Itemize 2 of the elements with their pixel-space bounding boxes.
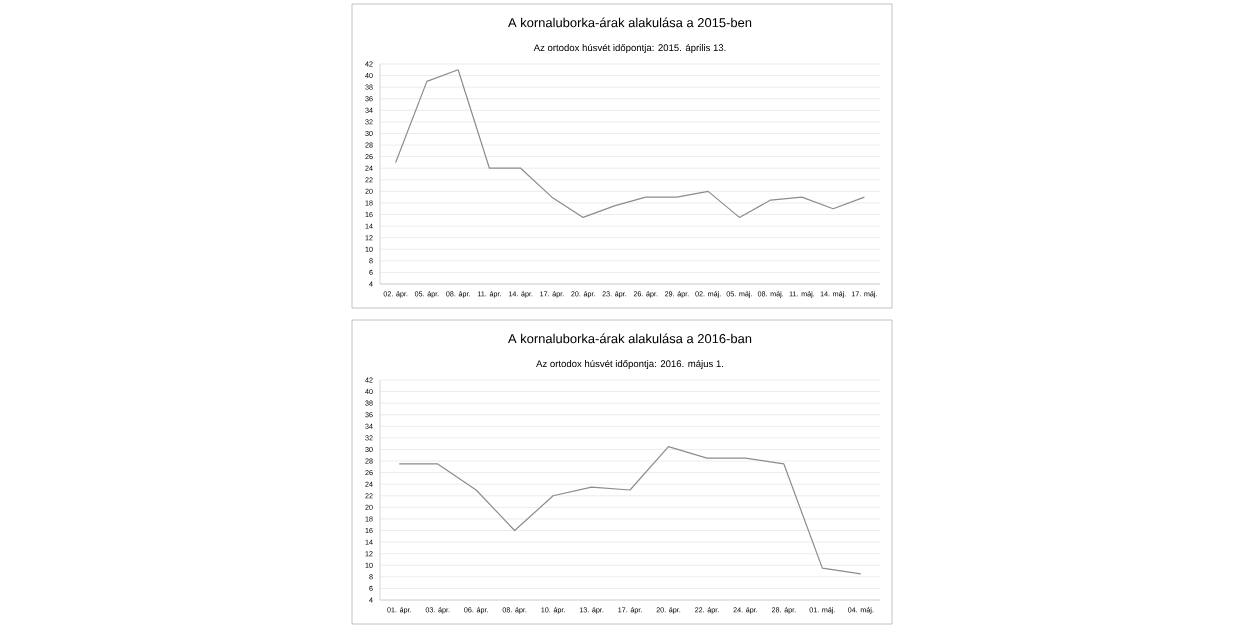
line-series <box>395 69 865 219</box>
line-series <box>398 445 862 575</box>
